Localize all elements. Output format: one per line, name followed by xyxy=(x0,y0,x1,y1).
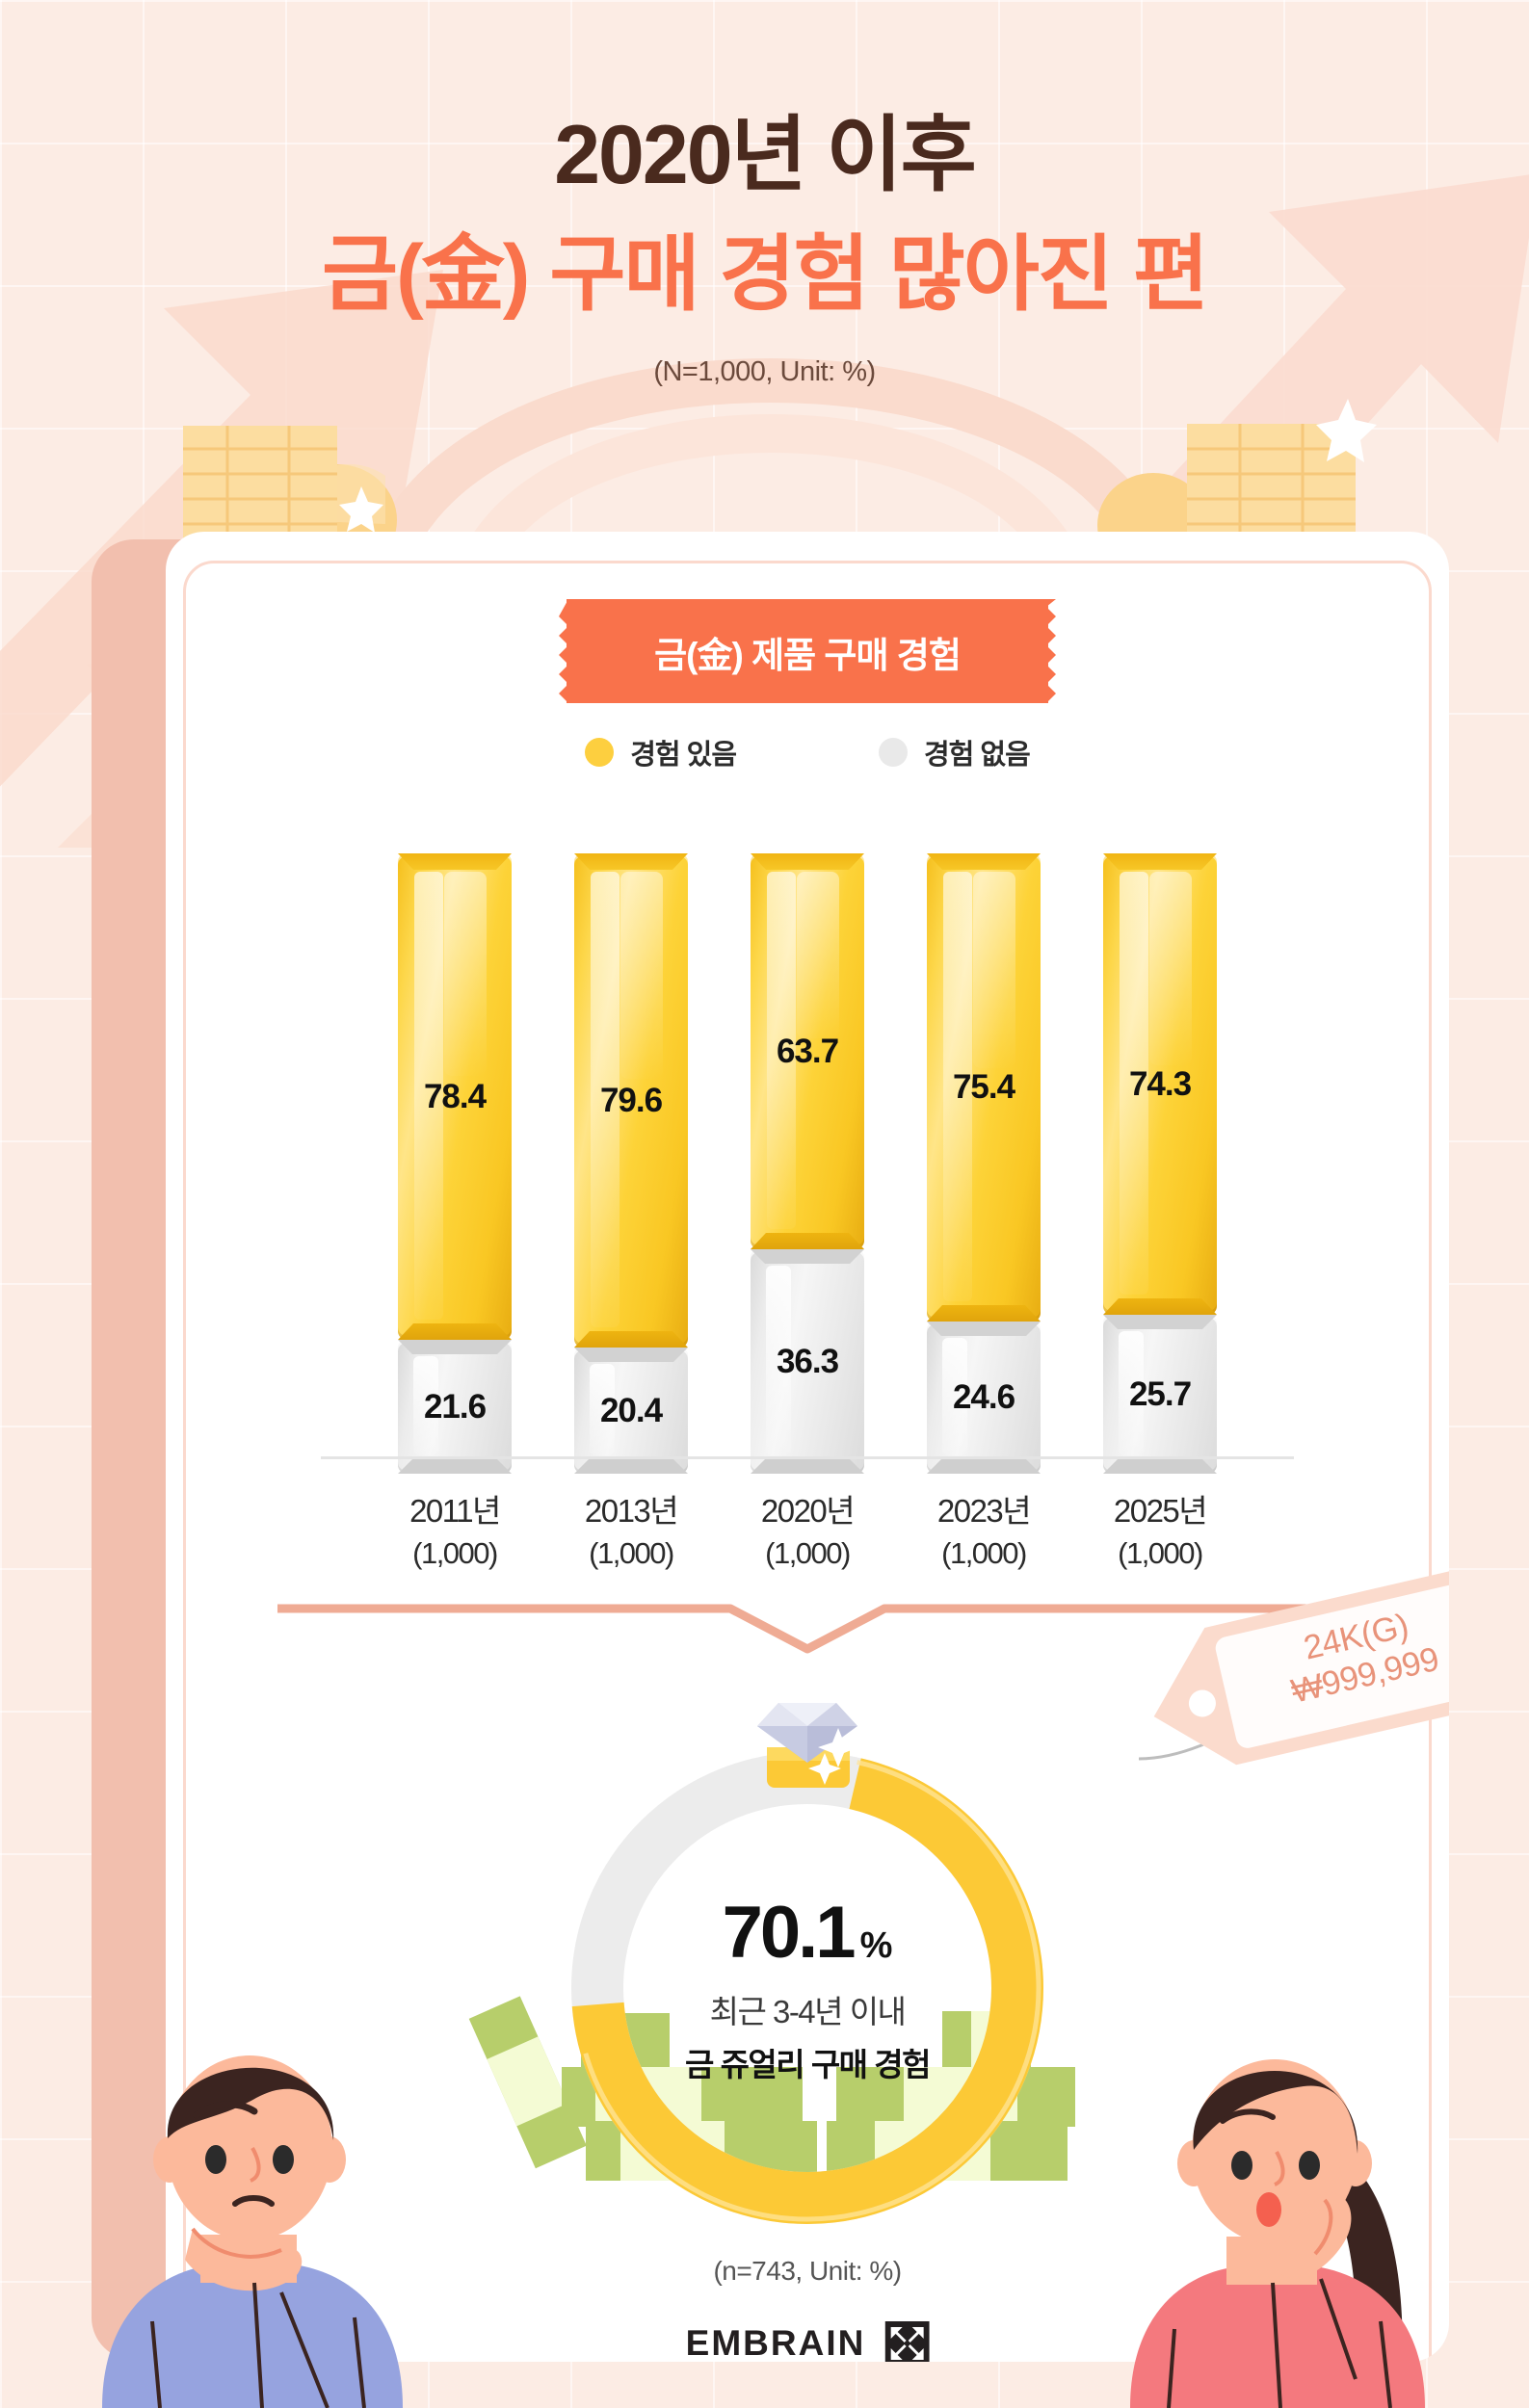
background-ribbon-swoosh xyxy=(364,358,1177,578)
bar-column[interactable]: 75.4 24.6 xyxy=(927,819,1041,1474)
legend-dot-yes-icon xyxy=(585,738,615,767)
x-label: 2011년 (1,000) xyxy=(398,1485,512,1571)
bar-value-yes: 75.4 xyxy=(952,1068,1015,1106)
bar-segment-no: 36.3 xyxy=(751,1249,864,1474)
main-card: 금(金) 제품 구매 경험 경험 있음 경험 없음 78.4 21.6 xyxy=(166,532,1449,2362)
chart-legend: 경험 있음 경험 없음 xyxy=(166,732,1449,772)
legend-item-no: 경험 없음 xyxy=(879,732,1031,772)
person-male-illustration xyxy=(102,2055,403,2408)
bar-value-no: 25.7 xyxy=(1128,1374,1192,1413)
x-label-n: (1,000) xyxy=(941,1536,1027,1570)
bar-segment-yes: 75.4 xyxy=(927,853,1041,1322)
chart-x-labels: 2011년 (1,000) 2013년 (1,000) 2020년 (1,000… xyxy=(398,1485,1217,1571)
bar-segment-no: 20.4 xyxy=(574,1348,688,1474)
x-label-year: 2011년 xyxy=(409,1493,501,1529)
bar-segment-yes: 79.6 xyxy=(574,853,688,1348)
x-label: 2023년 (1,000) xyxy=(927,1485,1041,1571)
x-label: 2013년 (1,000) xyxy=(574,1485,688,1571)
bar-column[interactable]: 74.3 25.7 xyxy=(1103,819,1217,1474)
bar-column[interactable]: 63.7 36.3 xyxy=(751,819,864,1474)
section-header-ribbon: 금(金) 제품 구매 경험 xyxy=(559,599,1056,705)
legend-label-yes: 경험 있음 xyxy=(630,740,737,771)
bar-value-no: 36.3 xyxy=(776,1342,839,1380)
x-label: 2025년 (1,000) xyxy=(1103,1485,1217,1571)
x-label-year: 2013년 xyxy=(584,1493,679,1529)
page-subtitle: (N=1,000, Unit: %) xyxy=(653,356,876,387)
bar-value-yes: 74.3 xyxy=(1128,1064,1192,1103)
x-label-year: 2023년 xyxy=(936,1493,1032,1529)
bar-segment-no: 21.6 xyxy=(398,1340,512,1474)
x-label-n: (1,000) xyxy=(1118,1536,1203,1570)
bar-chart-columns: 78.4 21.6 79.6 20.4 xyxy=(398,819,1217,1474)
bar-segment-yes: 74.3 xyxy=(1103,853,1217,1315)
price-tag-shape xyxy=(1153,1567,1449,1766)
bar-value-no: 24.6 xyxy=(952,1378,1015,1416)
bar-value-yes: 63.7 xyxy=(776,1032,839,1070)
price-tag: 24K(G) ₩999,999 xyxy=(1131,1562,1449,1783)
bar-value-no: 21.6 xyxy=(423,1387,487,1426)
section-divider xyxy=(277,1604,1337,1654)
donut-chart-svg xyxy=(571,1752,1043,2224)
donut-footnote: (n=743, Unit: %) xyxy=(713,2256,902,2286)
x-label-n: (1,000) xyxy=(765,1536,851,1570)
donut-chart: 70.1 % 최근 3-4년 이내 금 쥬얼리 구매 경험 xyxy=(538,1718,1077,2258)
ribbon-shape xyxy=(559,599,1056,703)
ribbon-label: 금(金) 제품 구매 경험 xyxy=(654,636,962,675)
person-female-illustration xyxy=(1130,2059,1425,2408)
x-label-n: (1,000) xyxy=(412,1536,498,1570)
x-label-n: (1,000) xyxy=(589,1536,674,1570)
chart-axis-line xyxy=(321,1456,1294,1459)
legend-dot-no-icon xyxy=(879,738,908,767)
logo-text: EMBRAIN xyxy=(685,2323,866,2362)
bar-chart: 78.4 21.6 79.6 20.4 xyxy=(166,799,1449,1474)
x-label-year: 2025년 xyxy=(1113,1493,1208,1529)
bar-value-yes: 79.6 xyxy=(599,1081,663,1119)
bar-segment-no: 25.7 xyxy=(1103,1315,1217,1474)
bar-value-no: 20.4 xyxy=(599,1391,663,1429)
diamond-ring-icon xyxy=(757,1703,858,1788)
bar-segment-yes: 63.7 xyxy=(751,853,864,1249)
page-title-line2: 금(金) 구매 경험 많아진 편 xyxy=(322,228,1209,321)
bar-value-yes: 78.4 xyxy=(423,1077,487,1115)
legend-item-yes: 경험 있음 xyxy=(585,732,737,772)
bar-segment-yes: 78.4 xyxy=(398,853,512,1340)
page-title-line1: 2020년 이후 xyxy=(554,109,977,201)
embrain-mark-icon xyxy=(884,2321,930,2362)
embrain-logo: EMBRAIN xyxy=(686,2321,930,2362)
x-label-year: 2020년 xyxy=(760,1493,856,1529)
bar-column[interactable]: 79.6 20.4 xyxy=(574,819,688,1474)
bar-segment-no: 24.6 xyxy=(927,1322,1041,1474)
legend-label-no: 경험 없음 xyxy=(924,740,1031,771)
page-header: 2020년 이후 금(金) 구매 경험 많아진 편 (N=1,000, Unit… xyxy=(0,0,1529,388)
bar-column[interactable]: 78.4 21.6 xyxy=(398,819,512,1474)
x-label: 2020년 (1,000) xyxy=(751,1485,864,1571)
